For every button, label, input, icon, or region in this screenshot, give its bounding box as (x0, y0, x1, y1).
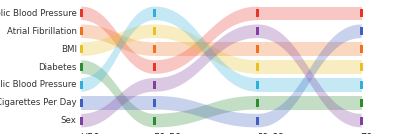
Bar (256, 27, 259, 35)
Polygon shape (155, 7, 258, 74)
Bar (154, 117, 156, 124)
Bar (154, 27, 156, 35)
Polygon shape (258, 42, 362, 56)
Polygon shape (155, 25, 258, 92)
Bar (154, 63, 156, 71)
Polygon shape (258, 7, 362, 20)
Polygon shape (155, 96, 258, 127)
Bar (154, 45, 156, 53)
Polygon shape (155, 42, 258, 56)
Bar (80, 10, 83, 17)
Text: 70+: 70+ (360, 133, 381, 134)
Bar (256, 10, 259, 17)
Bar (360, 117, 363, 124)
Bar (154, 81, 156, 89)
Polygon shape (81, 78, 155, 127)
Bar (360, 81, 363, 89)
Bar (256, 117, 259, 124)
Bar (360, 45, 363, 53)
Bar (80, 99, 83, 107)
Bar (256, 63, 259, 71)
Polygon shape (81, 60, 155, 127)
Text: Systolic Blood Pressure: Systolic Blood Pressure (0, 9, 77, 18)
Bar (80, 27, 83, 35)
Bar (360, 99, 363, 107)
Bar (256, 99, 259, 107)
Text: Diabetes: Diabetes (38, 62, 77, 72)
Bar (80, 63, 83, 71)
Polygon shape (155, 25, 258, 74)
Polygon shape (81, 25, 155, 56)
Bar (80, 81, 83, 89)
Bar (360, 63, 363, 71)
Bar (360, 10, 363, 17)
Polygon shape (81, 96, 155, 109)
Text: BMI: BMI (61, 45, 77, 54)
Polygon shape (258, 60, 362, 74)
Polygon shape (81, 7, 155, 74)
Polygon shape (258, 78, 362, 92)
Bar (154, 99, 156, 107)
Text: Sex: Sex (61, 116, 77, 125)
Text: Diastolic Blood Pressure: Diastolic Blood Pressure (0, 80, 77, 89)
Bar (360, 27, 363, 35)
Polygon shape (155, 7, 258, 92)
Polygon shape (258, 96, 362, 109)
Bar (80, 117, 83, 124)
Polygon shape (155, 96, 258, 127)
Polygon shape (258, 25, 362, 127)
Polygon shape (258, 25, 362, 127)
Text: 50-59: 50-59 (154, 133, 182, 134)
Polygon shape (81, 25, 155, 56)
Text: 60-69: 60-69 (256, 133, 284, 134)
Polygon shape (81, 7, 155, 92)
Bar (80, 45, 83, 53)
Bar (256, 81, 259, 89)
Text: Cigarettes Per Day: Cigarettes Per Day (0, 98, 77, 107)
Bar (256, 45, 259, 53)
Text: Atrial Fibrillation: Atrial Fibrillation (7, 27, 77, 36)
Text: U50: U50 (80, 133, 99, 134)
Bar (154, 10, 156, 17)
